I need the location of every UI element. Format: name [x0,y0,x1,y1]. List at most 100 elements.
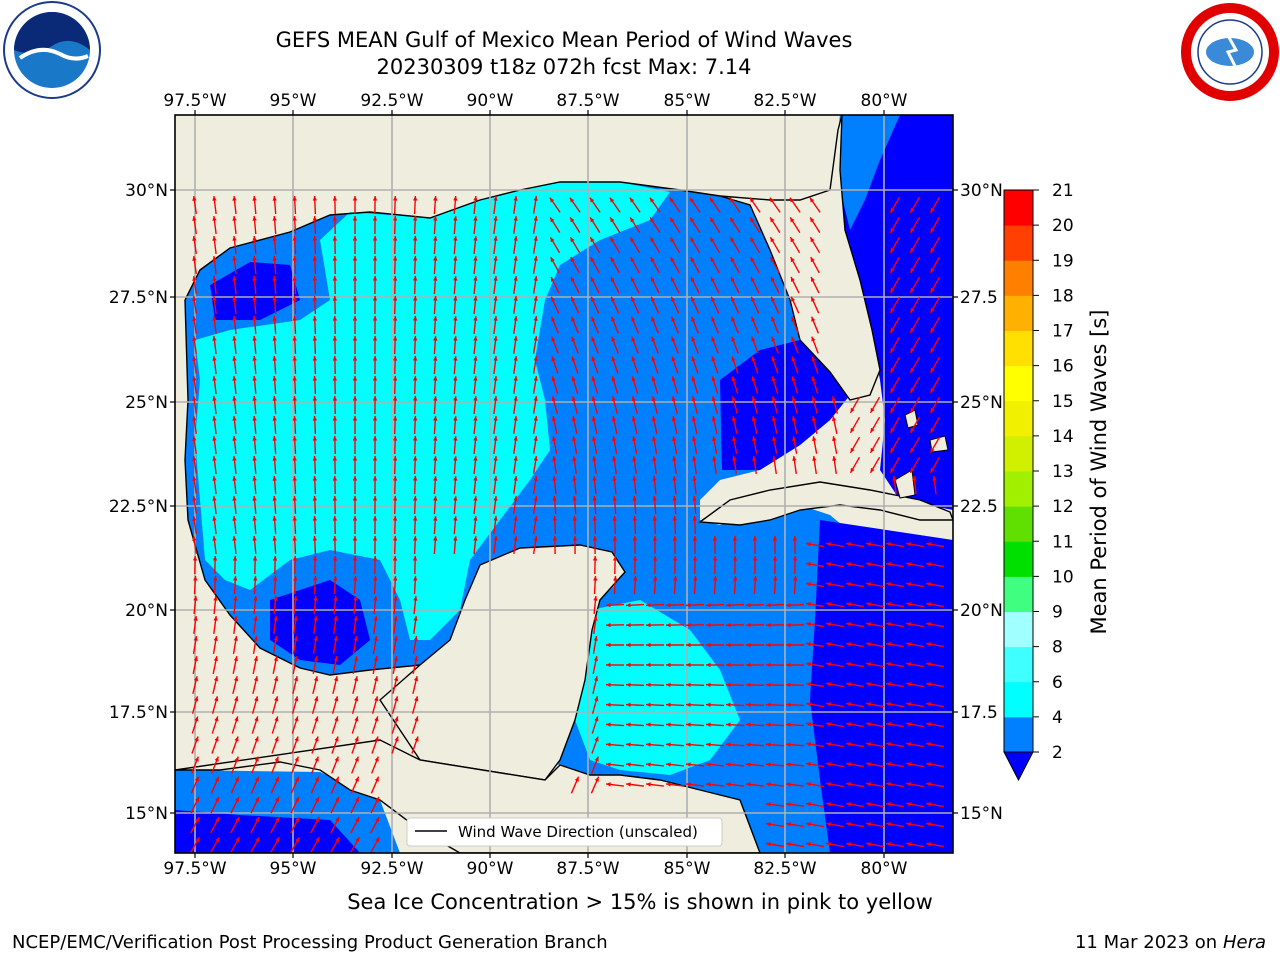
wave-arrowhead [433,536,438,541]
wave-arrowhead [766,702,771,707]
wave-arrowhead [850,467,855,473]
wave-arrowhead [212,476,217,481]
wave-arrowhead [631,296,636,302]
wave-arrowhead [292,396,297,401]
wave-arrowhead [393,376,398,381]
wave-arrowhead [292,276,297,281]
wave-arrowhead [910,427,915,433]
wave-arrowhead [832,436,837,441]
wave-arrowhead [690,257,695,263]
wave-arrowhead [686,682,691,687]
wave-arrowhead [733,576,738,581]
wave-arrowhead [533,376,538,381]
wave-arrowhead [886,762,891,767]
wave-arrowhead [692,556,698,561]
wave-arrowhead [626,782,631,787]
wave-arrowhead [890,447,895,453]
wave-arrowhead [533,316,538,321]
wave-arrowhead [671,396,676,402]
wave-arrowhead [312,436,317,441]
wave-arrowhead [234,756,239,762]
wave-arrowhead [212,456,217,461]
wave-arrowhead [606,702,611,707]
wave-arrowhead [433,396,438,401]
wave-arrowhead [726,682,731,687]
wave-arrowhead [372,316,378,321]
wave-arrowhead [846,842,851,847]
wave-arrowhead [292,356,297,361]
colorbar-segment [1004,435,1033,472]
wave-arrowhead [886,542,891,547]
wave-arrowhead [272,436,277,441]
wave-arrowhead [594,716,599,722]
wave-arrowhead [373,656,378,661]
wave-arrowhead [591,296,596,302]
wave-arrowhead [273,596,278,601]
wave-arrowhead [886,842,891,847]
lon-top-tick: 87.5°W [556,91,619,111]
wave-arrowhead [612,536,618,541]
wave-arrowhead [552,436,557,441]
wave-arrowhead [272,396,277,401]
wave-arrowhead [692,496,697,501]
wave-arrowhead [594,776,599,782]
wave-arrowhead [352,356,358,361]
wave-arrowhead [352,296,358,301]
wave-arrowhead [811,316,816,322]
wave-arrowhead [552,536,558,541]
wave-arrowhead [612,556,618,561]
wave-arrowhead [332,516,338,521]
wave-arrowhead [610,217,615,223]
wave-arrowhead [786,682,791,687]
wave-arrowhead [293,676,299,682]
wave-arrowhead [473,416,478,421]
wave-arrowhead [630,257,635,263]
wave-arrowhead [334,756,339,762]
wave-arrowhead [313,656,318,661]
wave-arrowhead [726,722,731,727]
wave-arrowhead [731,316,736,322]
wave-arrowhead [652,476,657,481]
wave-arrowhead [312,376,317,381]
lat-right-tick: 15°N [960,804,1003,824]
wave-arrowhead [393,536,398,541]
wave-arrowhead [493,376,498,381]
wave-arrowhead [273,616,278,621]
wave-arrowhead [890,347,895,353]
wave-arrowhead [272,516,277,521]
wave-arrowhead [252,216,257,221]
wave-arrowhead [332,316,338,321]
wave-arrowhead [626,742,631,747]
wave-arrowhead [571,276,575,282]
wave-arrowhead [513,236,518,241]
wave-arrowhead [731,396,736,402]
wave-arrowhead [352,416,358,421]
wave-arrowhead [666,603,671,608]
wave-arrowhead [413,656,418,661]
wave-arrowhead [394,736,399,742]
wave-arrowhead [612,516,617,521]
wave-arrowhead [866,602,871,607]
wave-arrowhead [473,236,478,241]
wave-arrowhead [732,556,738,561]
wave-arrowhead [930,307,935,313]
wave-arrowhead [453,196,458,201]
wave-arrowhead [846,782,851,787]
wave-arrowhead [726,642,731,648]
wave-arrowhead [870,467,875,473]
wave-arrowhead [292,336,297,341]
wave-arrowhead [926,682,931,687]
wave-arrowhead [433,436,438,441]
wave-arrowhead [611,356,616,362]
wave-arrowhead [473,496,478,501]
wave-arrowhead [686,662,691,668]
wave-arrowhead [533,516,538,521]
wave-arrowhead [393,396,398,401]
wave-arrowhead [552,516,557,521]
wave-arrowhead [212,396,217,401]
wave-arrowhead [766,642,771,648]
wave-arrowhead [626,762,631,767]
wave-arrowhead [473,256,478,261]
wave-arrowhead [393,676,399,682]
wave-arrowhead [591,356,596,362]
